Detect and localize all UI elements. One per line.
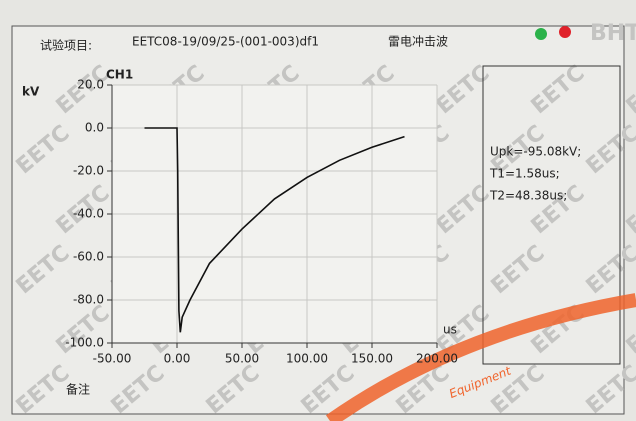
stamp-arc bbox=[325, 293, 636, 421]
y-tick-label: -20.0 bbox=[73, 164, 104, 178]
x-label: us bbox=[443, 323, 457, 337]
x-tick-label: 0.00 bbox=[164, 352, 191, 366]
test-type: 雷电冲击波 bbox=[388, 34, 448, 49]
x-tick-label: 150.00 bbox=[351, 352, 393, 366]
x-tick-label: 100.00 bbox=[286, 352, 328, 366]
y-tick-label: -60.0 bbox=[73, 250, 104, 264]
y-tick-label: 0.0 bbox=[85, 121, 104, 135]
x-tick-label: 50.00 bbox=[225, 352, 259, 366]
result-t1: T1=1.58us; bbox=[489, 167, 560, 181]
series-line bbox=[144, 127, 405, 333]
remark: 备注 bbox=[66, 382, 90, 397]
status-green bbox=[535, 28, 547, 40]
y-tick-label: -80.0 bbox=[73, 293, 104, 307]
item-code: EETC08-19/09/25-(001-003)df1 bbox=[132, 35, 319, 49]
y-tick-label: 20.0 bbox=[77, 78, 104, 92]
result-t2: T2=48.38us; bbox=[489, 189, 567, 203]
status-red bbox=[559, 26, 571, 38]
y-tick-label: -40.0 bbox=[73, 207, 104, 221]
result-upk: Upk=-95.08kV; bbox=[490, 145, 581, 159]
y-tick-label: -100.0 bbox=[65, 336, 104, 350]
y-label: kV bbox=[22, 85, 40, 99]
chart-title: CH1 bbox=[106, 68, 133, 82]
item-label: 试验项目: bbox=[40, 38, 92, 53]
x-tick-label: -50.00 bbox=[93, 352, 132, 366]
results-panel bbox=[482, 65, 621, 365]
x-tick-label: 200.00 bbox=[416, 352, 458, 366]
watermark-corner: BHT bbox=[590, 21, 636, 46]
